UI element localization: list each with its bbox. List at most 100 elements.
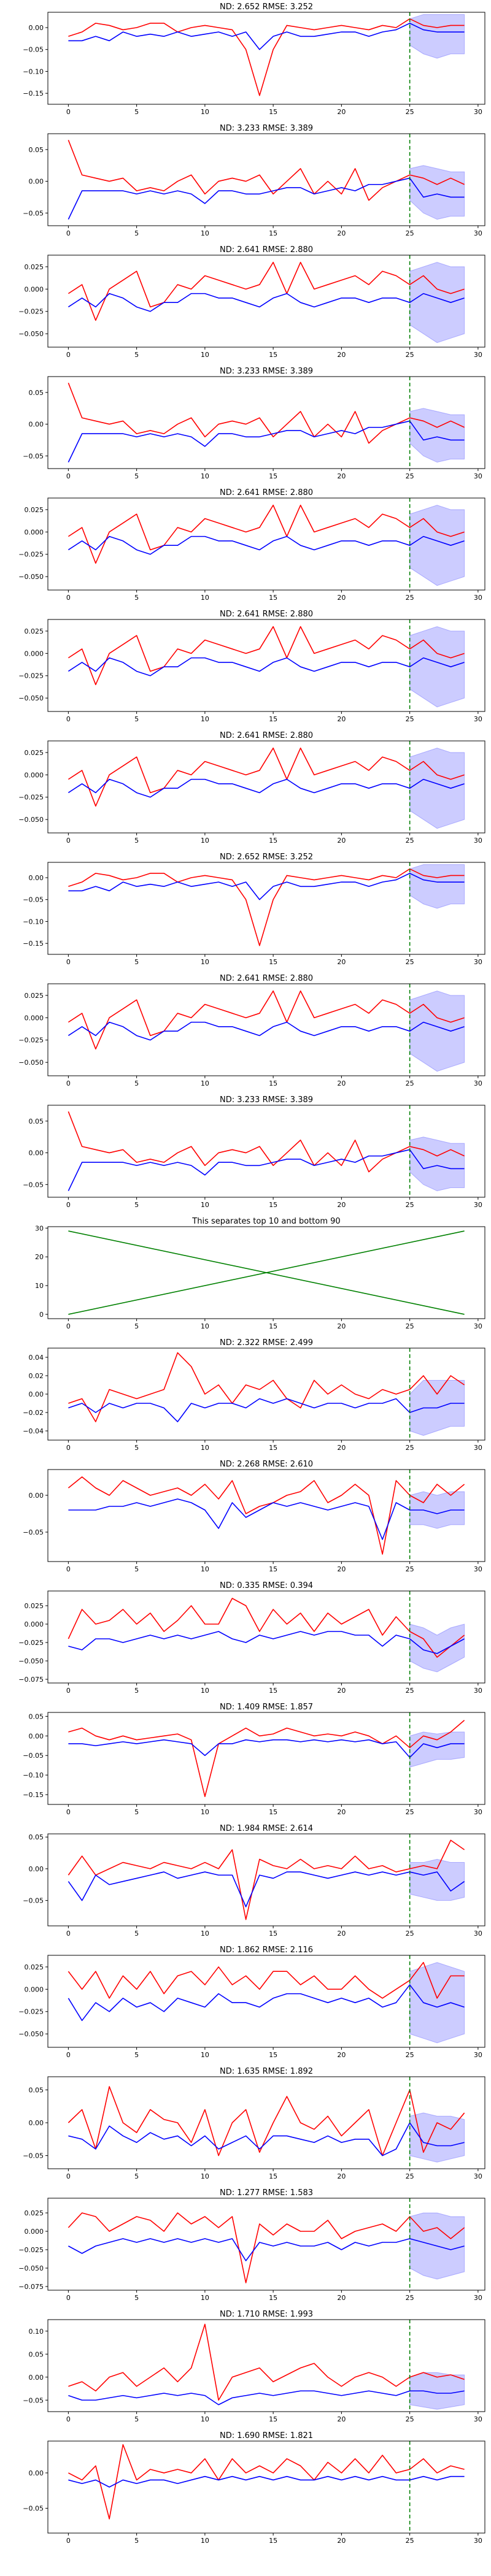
axes-frame (47, 740, 485, 834)
subplot-title: ND: 2.652 RMSE: 3.252 (220, 853, 313, 862)
x-tick-label: 5 (134, 108, 139, 116)
plot-area (68, 1230, 465, 1315)
x-tick-label: 15 (269, 2537, 277, 2545)
x-tick-label: 25 (406, 2172, 414, 2180)
plot-area (68, 2198, 465, 2290)
x-tick-label: 30 (474, 837, 482, 845)
y-tick-label: 0.10 (29, 2328, 44, 2336)
x-tick-label: 5 (134, 1322, 139, 1330)
x-tick-label: 20 (337, 958, 346, 966)
y-tick-label: 0.00 (29, 24, 44, 32)
subplot-16: ND: 1.984 RMSE: 2.614 0 5 10 15 20 25 30 0.05 0.0… (23, 1824, 485, 1938)
x-tick-label: 20 (337, 108, 346, 116)
x-tick-label: 0 (66, 715, 71, 723)
subplot-title: ND: 2.268 RMSE: 2.610 (220, 1460, 313, 1469)
series-line-2 (68, 657, 465, 677)
axes-frame (47, 983, 485, 1076)
x-tick-label: 30 (474, 2294, 482, 2302)
axes-frame (47, 497, 485, 591)
x-tick-label: 5 (134, 958, 139, 966)
y-tick-label: −0.05 (23, 2152, 44, 2160)
x-tick-label: 0 (66, 2294, 71, 2302)
x-tick-label: 0 (66, 472, 71, 480)
uncertainty-band (409, 408, 465, 463)
series-line-2 (68, 177, 465, 220)
series-line-2 (68, 1398, 465, 1422)
subplot-10: ND: 3.233 RMSE: 3.389 0 5 10 15 20 25 30 0.05 0.0… (23, 1095, 485, 1209)
y-tick-label: 0.000 (25, 771, 44, 779)
x-tick-label: 5 (134, 229, 139, 237)
subplot-title: ND: 2.641 RMSE: 2.880 (220, 245, 313, 255)
x-tick-label: 0 (66, 351, 71, 359)
subplot-title: ND: 1.710 RMSE: 1.993 (220, 2310, 313, 2319)
y-tick-label: 30 (35, 1224, 44, 1232)
x-tick-label: 20 (337, 472, 346, 480)
series-line-1 (68, 2086, 465, 2156)
axes-frame (47, 255, 485, 348)
subplot-15: ND: 1.409 RMSE: 1.857 0 5 10 15 20 25 30 0.05 0.0… (23, 1703, 485, 1816)
series-line-2 (68, 1149, 465, 1192)
series-line-2 (68, 1498, 465, 1540)
uncertainty-band (409, 505, 465, 586)
y-tick-label: −0.05 (23, 1897, 44, 1905)
series-line-2 (68, 2475, 465, 2488)
series-line-1 (68, 1720, 465, 1798)
subplot-7: ND: 2.641 RMSE: 2.880 0 5 10 15 20 25 30 0.025 0.… (18, 731, 485, 845)
subplot-8: ND: 2.652 RMSE: 3.252 0 5 10 15 20 25 30 0.00 −0.… (23, 853, 485, 966)
x-tick-label: 25 (406, 1201, 414, 1209)
x-tick-label: 10 (201, 1687, 209, 1695)
y-tick-label: 0.00 (29, 1492, 44, 1500)
uncertainty-band (409, 262, 465, 343)
x-tick-label: 5 (134, 594, 139, 602)
x-tick-label: 10 (201, 594, 209, 602)
x-tick-label: 10 (201, 958, 209, 966)
y-tick-label: −0.05 (23, 896, 44, 904)
y-tick-label: 0.025 (25, 506, 44, 514)
axes-frame (47, 2319, 485, 2412)
x-tick-label: 5 (134, 1444, 139, 1452)
uncertainty-band (409, 991, 465, 1072)
x-tick-label: 10 (201, 1201, 209, 1209)
axes-frame (47, 1712, 485, 1805)
x-tick-label: 10 (201, 351, 209, 359)
x-tick-label: 5 (134, 2537, 139, 2545)
y-tick-label: −0.050 (18, 330, 44, 338)
x-tick-label: 30 (474, 1687, 482, 1695)
series-line-1 (68, 2444, 465, 2520)
x-tick-label: 30 (474, 1322, 482, 1330)
x-tick-label: 25 (406, 229, 414, 237)
x-tick-label: 30 (474, 1565, 482, 1573)
series-line-2 (68, 1230, 465, 1315)
x-tick-label: 30 (474, 2172, 482, 2180)
series-line-1 (68, 140, 465, 201)
plot-area (68, 2441, 465, 2533)
axes-frame (47, 2198, 485, 2291)
series-line-2 (68, 2238, 465, 2261)
y-tick-label: 0.025 (25, 1602, 44, 1610)
x-tick-label: 0 (66, 2415, 71, 2423)
y-tick-label: 0.00 (29, 2469, 44, 2477)
x-tick-label: 30 (474, 2537, 482, 2545)
x-tick-label: 0 (66, 2172, 71, 2180)
subplot-title: ND: 3.233 RMSE: 3.389 (220, 367, 313, 376)
x-tick-label: 20 (337, 1687, 346, 1695)
x-tick-label: 15 (269, 1565, 277, 1573)
uncertainty-band (409, 864, 465, 909)
axes-frame (47, 12, 485, 105)
x-tick-label: 30 (474, 229, 482, 237)
x-tick-label: 20 (337, 1565, 346, 1573)
x-tick-label: 20 (337, 2294, 346, 2302)
series-line-2 (68, 1984, 465, 2022)
x-tick-label: 5 (134, 2051, 139, 2059)
y-tick-label: −0.05 (23, 1528, 44, 1536)
axes-frame (47, 376, 485, 469)
x-tick-label: 5 (134, 1687, 139, 1695)
uncertainty-band (409, 1962, 465, 2044)
y-tick-label: −0.025 (18, 308, 44, 316)
subplot-11: This separates top 10 and bottom 90 0 5 10 1… (35, 1217, 485, 1330)
x-tick-label: 5 (134, 1079, 139, 1087)
x-tick-label: 20 (337, 715, 346, 723)
subplot-14: ND: 0.335 RMSE: 0.394 0 5 10 15 20 25 30 0.025 0.… (18, 1581, 485, 1695)
x-tick-label: 5 (134, 2415, 139, 2423)
